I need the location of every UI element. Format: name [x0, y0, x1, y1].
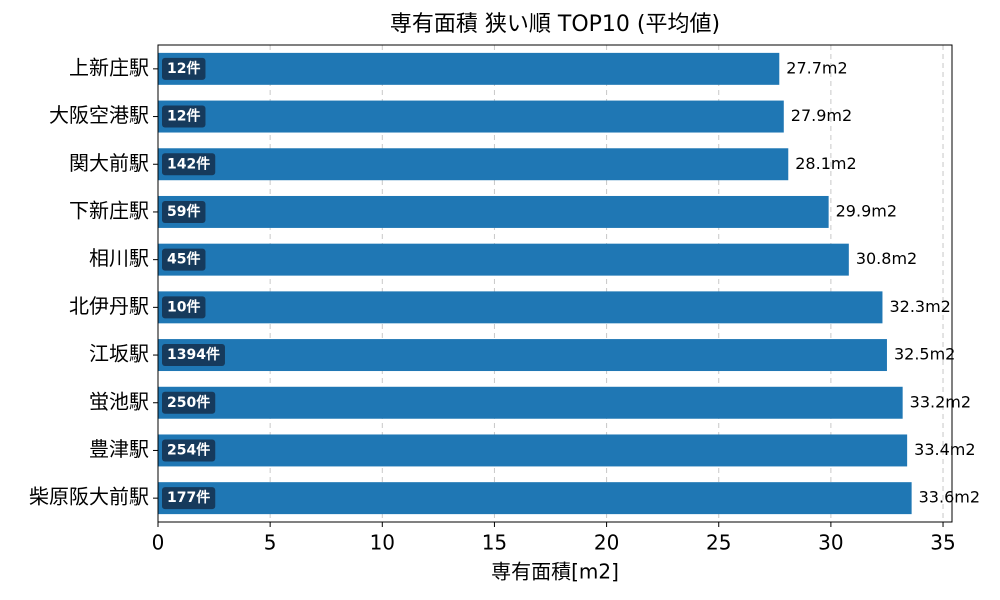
count-label: 142件 — [167, 155, 210, 172]
bar — [158, 100, 784, 133]
count-label: 254件 — [167, 441, 210, 458]
count-badge — [162, 391, 216, 414]
value-label: 27.7m2 — [786, 58, 847, 77]
y-tick-label: 豊津駅 — [89, 437, 149, 461]
count-badge — [162, 487, 216, 510]
y-tick-label: 柴原阪大前駅 — [29, 485, 149, 509]
count-label: 45件 — [167, 251, 200, 268]
count-badge — [162, 296, 206, 319]
y-tick-label: 北伊丹駅 — [69, 294, 149, 318]
bar — [158, 52, 780, 85]
bar — [158, 195, 829, 228]
bar — [158, 291, 883, 324]
bar — [158, 148, 789, 181]
bar — [158, 243, 849, 276]
value-label: 28.1m2 — [795, 154, 856, 173]
chart-title: 専有面積 狭い順 TOP10 (平均値) — [390, 12, 720, 37]
bar — [158, 482, 912, 515]
value-label: 27.9m2 — [791, 106, 852, 125]
x-tick-label: 5 — [264, 531, 277, 555]
value-label: 30.8m2 — [856, 249, 917, 268]
y-tick-label: 関大前駅 — [69, 151, 149, 175]
value-label: 33.2m2 — [910, 392, 971, 411]
x-tick-label: 30 — [818, 531, 843, 555]
y-tick-label: 大阪空港駅 — [49, 103, 149, 127]
count-label: 1394件 — [167, 346, 220, 363]
bar — [158, 339, 887, 372]
count-badge — [162, 57, 206, 80]
count-label: 10件 — [167, 298, 200, 315]
count-label: 59件 — [167, 203, 200, 220]
count-label: 12件 — [167, 108, 200, 125]
x-tick-label: 15 — [482, 531, 507, 555]
count-label: 250件 — [167, 394, 210, 411]
y-tick-label: 江坂駅 — [89, 342, 149, 366]
value-label: 32.5m2 — [894, 345, 955, 364]
bar — [158, 434, 908, 467]
x-tick-label: 35 — [930, 531, 955, 555]
count-badge — [162, 344, 225, 367]
count-label: 177件 — [167, 489, 210, 506]
bar — [158, 386, 903, 419]
y-tick-label: 下新庄駅 — [69, 198, 149, 222]
count-badge — [162, 153, 216, 176]
x-tick-label: 25 — [706, 531, 731, 555]
count-label: 12件 — [167, 60, 200, 77]
x-axis-label: 専有面積[m2] — [491, 560, 619, 584]
count-badge — [162, 248, 206, 271]
count-badge — [162, 105, 206, 128]
plot-frame — [157, 44, 953, 523]
value-label: 33.6m2 — [919, 488, 980, 507]
x-tick-label: 0 — [152, 531, 165, 555]
x-tick-label: 20 — [594, 531, 619, 555]
count-badge — [162, 439, 216, 462]
count-badge — [162, 200, 206, 223]
y-tick-label: 上新庄駅 — [69, 55, 149, 79]
y-tick-label: 蛍池駅 — [89, 389, 149, 413]
x-tick-label: 10 — [370, 531, 395, 555]
value-label: 32.3m2 — [889, 297, 950, 316]
value-label: 29.9m2 — [836, 201, 897, 220]
value-label: 33.4m2 — [914, 440, 975, 459]
y-tick-label: 相川駅 — [89, 246, 149, 270]
